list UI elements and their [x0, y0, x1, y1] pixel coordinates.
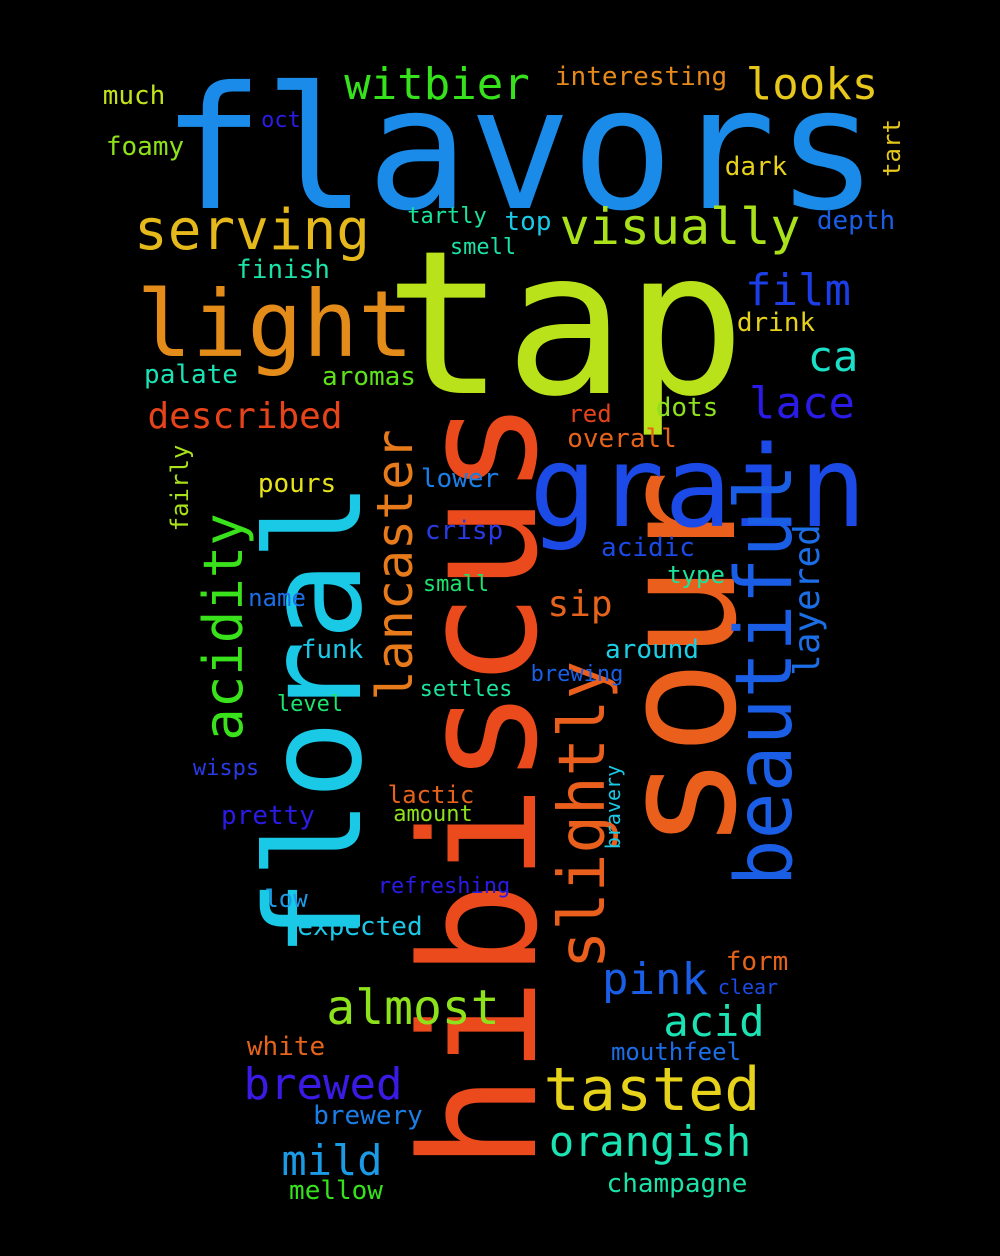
word-expected: expected: [297, 912, 423, 942]
word-tart: tart: [878, 119, 906, 177]
word-witbier: witbier: [344, 59, 530, 110]
word-brewed: brewed: [243, 1059, 403, 1110]
word-grain: grain: [529, 423, 867, 553]
word-tap: tap: [384, 208, 746, 441]
word-smell: smell: [449, 235, 517, 260]
word-drink: drink: [736, 308, 816, 338]
word-lower: lower: [420, 464, 500, 494]
word-tasted: tasted: [543, 1055, 761, 1125]
word-visually: visually: [559, 198, 801, 256]
word-pours: pours: [257, 469, 337, 499]
word-pretty: pretty: [221, 801, 315, 831]
word-aromas: aromas: [322, 362, 416, 392]
word-light: light: [136, 271, 414, 378]
word-brewery: brewery: [313, 1101, 423, 1131]
word-clear: clear: [717, 975, 779, 999]
word-wisps: wisps: [192, 756, 260, 781]
word-foamy: foamy: [105, 132, 185, 162]
word-funk: funk: [300, 635, 364, 665]
word-type: type: [667, 561, 725, 589]
word-lancaster: lancaster: [366, 429, 424, 701]
word-acidic: acidic: [601, 533, 695, 563]
word-small: small: [422, 572, 490, 597]
word-finish: finish: [236, 255, 330, 285]
word-name: name: [248, 584, 306, 612]
word-white: white: [246, 1032, 326, 1062]
word-dots: dots: [655, 393, 719, 423]
word-top: top: [504, 207, 552, 237]
word-sip: sip: [547, 584, 613, 625]
word-much: much: [102, 81, 166, 111]
word-mouthfeel: mouthfeel: [610, 1038, 742, 1066]
word-low: low: [264, 885, 308, 913]
word-overall: overall: [567, 424, 677, 454]
word-looks: looks: [745, 59, 879, 110]
word-refreshing: refreshing: [377, 874, 511, 899]
word-crisp: crisp: [424, 516, 504, 546]
word-interesting: interesting: [554, 62, 728, 92]
word-champagne: champagne: [606, 1169, 748, 1199]
word-dark: dark: [724, 152, 788, 182]
word-tartly: tartly: [407, 204, 487, 229]
word-serving: serving: [133, 198, 371, 263]
word-lace: lace: [749, 378, 855, 429]
word-bravery: bravery: [601, 764, 625, 850]
word-red: red: [568, 400, 612, 428]
word-described: described: [147, 396, 343, 437]
word-fairly: fairly: [166, 444, 194, 532]
word-film: film: [745, 265, 851, 316]
word-acidity: acidity: [192, 513, 255, 741]
word-orangish: orangish: [548, 1117, 752, 1166]
word-layered: layered: [787, 524, 828, 676]
word-amount: amount: [393, 802, 473, 827]
word-form: form: [725, 947, 789, 977]
word-flavors: flavors: [161, 51, 879, 249]
word-brewing: brewing: [530, 662, 624, 687]
word-almost: almost: [326, 980, 500, 1036]
word-level: level: [276, 692, 344, 717]
word-mild: mild: [281, 1136, 383, 1185]
word-mellow: mellow: [289, 1176, 383, 1206]
word-palate: palate: [144, 360, 238, 390]
word-depth: depth: [816, 206, 896, 236]
word-ca: ca: [807, 332, 859, 381]
word-around: around: [605, 635, 699, 665]
word-oct: oct: [261, 108, 301, 133]
word-lactic: lactic: [387, 781, 475, 809]
word-pink: pink: [602, 954, 708, 1005]
word-acid: acid: [663, 997, 765, 1046]
word-settles: settles: [419, 677, 513, 702]
